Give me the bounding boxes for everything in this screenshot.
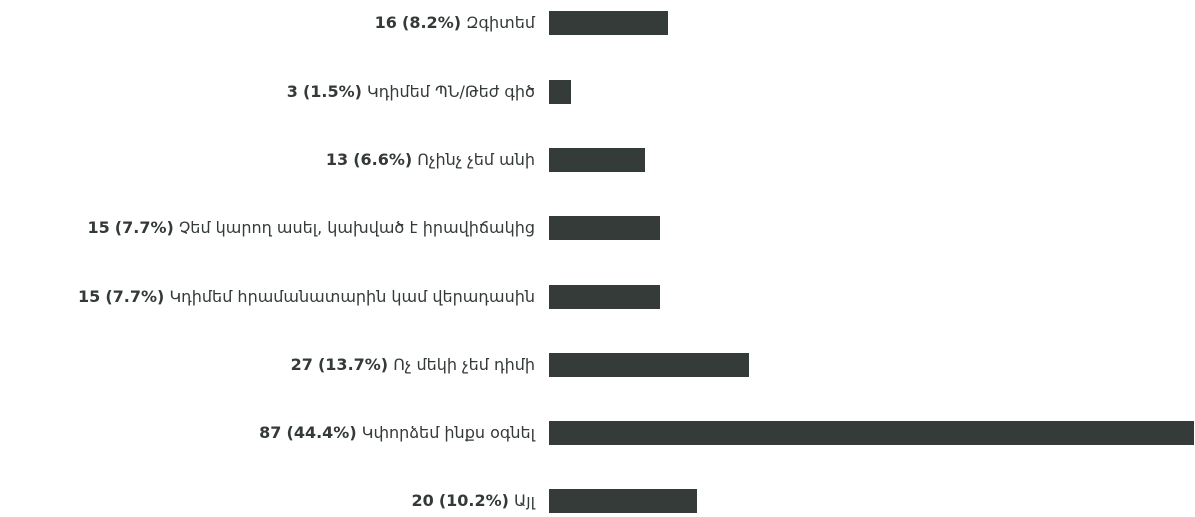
bar-percent-label: (7.7%) <box>114 218 174 237</box>
bar-label: 3 (1.5%) Կդիմեմ ՊՆ/Թեժ գիծ <box>287 80 535 104</box>
bar-row: 15 (7.7%) Չեմ կարող ասել, կախված է իրավի… <box>0 216 1195 240</box>
bar <box>549 421 1194 445</box>
bar-percent-label: (8.2%) <box>402 13 462 32</box>
bar-label: 20 (10.2%) Այլ <box>411 489 535 513</box>
bar <box>549 11 668 35</box>
bar-category-label: Ոչ մեկի չեմ դիմի <box>393 355 535 374</box>
bar-label: 15 (7.7%) Չեմ կարող ասել, կախված է իրավի… <box>87 216 535 240</box>
bar-row: 20 (10.2%) Այլ <box>0 489 1195 513</box>
bar-count-label: 27 <box>290 355 313 374</box>
bar-count-label: 15 <box>87 218 110 237</box>
bar-percent-label: (1.5%) <box>302 82 362 101</box>
bar-category-label: Կփորձեմ ինքս օգնել <box>361 423 535 442</box>
bar-category-label: Չեմ կարող ասել, կախված է իրավիճակից <box>178 218 535 237</box>
bar <box>549 80 571 104</box>
bar-percent-label: (6.6%) <box>353 150 413 169</box>
bar-category-label: Ոչինչ չեմ անի <box>417 150 535 169</box>
bar-label: 13 (6.6%) Ոչինչ չեմ անի <box>326 148 535 172</box>
bar <box>549 148 645 172</box>
bar-category-label: Զգիտեմ <box>466 13 535 32</box>
bar-count-label: 3 <box>286 82 298 101</box>
bar-count-label: 15 <box>78 287 101 306</box>
bar-count-label: 16 <box>374 13 397 32</box>
bar-label: 16 (8.2%) Զգիտեմ <box>375 11 535 35</box>
bar-percent-label: (10.2%) <box>438 491 509 510</box>
bar-row: 87 (44.4%) Կփորձեմ ինքս օգնել <box>0 421 1195 445</box>
bar <box>549 353 749 377</box>
bar-label: 87 (44.4%) Կփորձեմ ինքս օգնել <box>259 421 535 445</box>
bar-row: 3 (1.5%) Կդիմեմ ՊՆ/Թեժ գիծ <box>0 80 1195 104</box>
bar <box>549 285 660 309</box>
bar-count-label: 13 <box>325 150 349 169</box>
bar <box>549 489 697 513</box>
bar-count-label: 20 <box>411 491 434 510</box>
bar-label: 15 (7.7%) Կդիմեմ հրամանատարին կամ վերադա… <box>78 285 535 309</box>
bar-row: 16 (8.2%) Զգիտեմ <box>0 11 1195 35</box>
bar-label: 27 (13.7%) Ոչ մեկի չեմ դիմի <box>291 353 535 377</box>
bar-count-label: 87 <box>259 423 282 442</box>
bar-category-label: Կդիմեմ ՊՆ/Թեժ գիծ <box>367 82 535 101</box>
bar-row: 13 (6.6%) Ոչինչ չեմ անի <box>0 148 1195 172</box>
bar-row: 27 (13.7%) Ոչ մեկի չեմ դիմի <box>0 353 1195 377</box>
bar-category-label: Կդիմեմ հրամանատարին կամ վերադասին <box>169 287 535 306</box>
bar-percent-label: (7.7%) <box>105 287 165 306</box>
bar-category-label: Այլ <box>514 491 535 510</box>
bar-percent-label: (13.7%) <box>317 355 389 374</box>
bar <box>549 216 660 240</box>
bar-row: 15 (7.7%) Կդիմեմ հրամանատարին կամ վերադա… <box>0 285 1195 309</box>
bar-percent-label: (44.4%) <box>286 423 357 442</box>
